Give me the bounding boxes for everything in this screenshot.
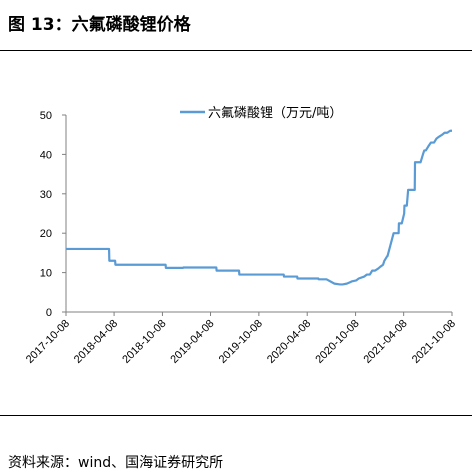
series-group xyxy=(66,129,452,286)
x-tick-label: 2018-10-08 xyxy=(120,318,168,366)
legend-label: 六氟磷酸锂（万元/吨） xyxy=(208,106,342,121)
x-tick-label: 2020-10-08 xyxy=(313,318,361,366)
x-tick-label: 2018-04-08 xyxy=(72,318,120,366)
series-line xyxy=(66,129,452,286)
x-tick-label: 2020-04-08 xyxy=(265,318,313,366)
y-tick-label: 40 xyxy=(40,149,52,161)
top-rule xyxy=(0,50,472,51)
x-tick-label: 2021-04-08 xyxy=(361,318,409,366)
x-tick-label: 2019-04-08 xyxy=(168,318,216,366)
x-tick-label: 2017-10-08 xyxy=(24,318,72,366)
y-tick-label: 30 xyxy=(40,189,52,201)
y-axis: 0 10 20 30 40 50 xyxy=(40,110,67,319)
x-tick-label: 2019-10-08 xyxy=(217,318,265,366)
legend: 六氟磷酸锂（万元/吨） xyxy=(180,106,342,121)
source-note: 资料来源：wind、国海证券研究所 xyxy=(8,455,224,471)
y-tick-label: 10 xyxy=(40,268,52,280)
y-tick-label: 20 xyxy=(40,228,52,240)
x-tick-label: 2021-10-08 xyxy=(410,318,458,366)
y-tick-label: 0 xyxy=(46,307,52,319)
y-tick-label: 50 xyxy=(40,110,52,122)
bottom-rule xyxy=(0,415,472,416)
x-axis: 2017-10-08 2018-04-08 2018-10-08 2019-04-08… xyxy=(24,311,458,366)
figure-title: 图 13：六氟磷酸锂价格 xyxy=(8,15,191,35)
